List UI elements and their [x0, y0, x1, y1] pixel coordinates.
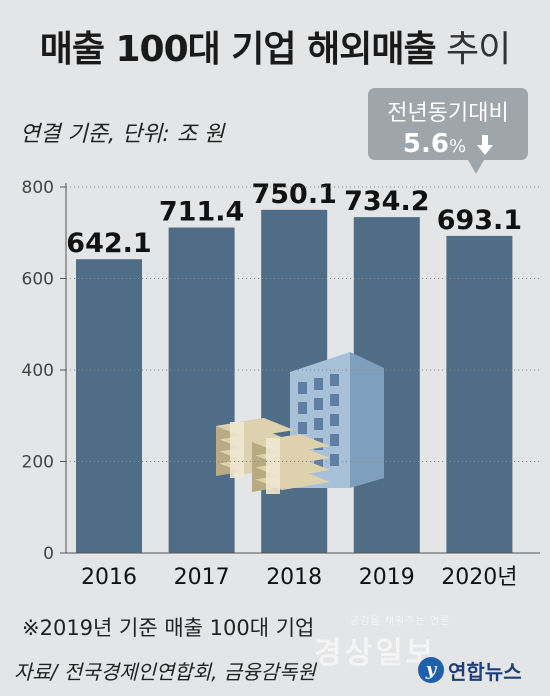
x-tick-label: 2018	[266, 565, 322, 590]
watermark-name: 경상일보	[314, 636, 437, 671]
bar-2016	[76, 259, 142, 553]
x-tick-label: 2020년	[441, 565, 517, 590]
building-window	[298, 422, 307, 434]
y-tick-label: 0	[43, 544, 54, 564]
callout-unit: %	[448, 136, 467, 157]
building-window	[314, 398, 323, 410]
building-window	[314, 378, 323, 390]
money-band	[266, 438, 280, 494]
bar-value-label: 693.1	[437, 205, 522, 236]
building-window	[298, 382, 307, 394]
title-light: 추이	[446, 29, 511, 70]
change-callout: 전년동기대비 5.6%	[368, 88, 528, 174]
callout-label: 전년동기대비	[387, 101, 509, 126]
chart-subtitle: 연결 기준, 단위: 조 원	[20, 122, 225, 147]
source-text: 자료/ 전국경제인연합회, 금융감독원	[14, 660, 316, 684]
building-window	[330, 414, 339, 426]
bar-2020년	[446, 235, 513, 554]
x-tick-label: 2016	[81, 565, 137, 590]
down-arrow-icon	[477, 134, 494, 155]
watermark-tagline: 공감을 채워주는 언론	[350, 616, 451, 627]
building-window	[298, 402, 307, 414]
y-tick-label: 800	[22, 178, 54, 198]
y-tick-label: 400	[22, 361, 54, 381]
building-window	[330, 454, 339, 466]
logo-mark-icon: y	[418, 657, 444, 683]
bar-value-label: 711.4	[159, 197, 244, 228]
building-window	[314, 418, 323, 430]
chart-title: 매출 100대 기업 해외매출 추이	[0, 20, 550, 72]
y-tick-label: 200	[22, 453, 54, 473]
callout-value: 5.6	[402, 129, 449, 159]
money-stack-right	[252, 434, 330, 494]
bar-value-label: 750.1	[251, 179, 336, 210]
logo-text: 연합뉴스	[448, 659, 522, 684]
bar-value-label: 642.1	[66, 228, 151, 259]
yonhap-logo: y 연합뉴스	[418, 654, 522, 686]
callout-value-line: 5.6%	[368, 129, 528, 159]
x-tick-label: 2017	[174, 565, 230, 590]
x-tick-label: 2019	[359, 565, 415, 590]
building-window	[330, 374, 339, 386]
building-window	[314, 458, 323, 470]
bar-2017	[168, 227, 235, 554]
money-band	[230, 422, 244, 478]
title-main: 매출 100대 기업 해외매출	[39, 29, 437, 70]
building-money-illustration	[216, 352, 384, 494]
y-tick-label: 600	[22, 270, 54, 290]
bar-chart: 642.1 2016 711.4 2017 750.1 2018 734.2 2019 693.…	[22, 178, 540, 590]
building-window	[330, 434, 339, 446]
bar-value-label: 734.2	[344, 186, 429, 217]
building-side	[350, 352, 384, 488]
building-window	[330, 394, 339, 406]
footnote: ※2019년 기준 매출 100대 기업	[22, 616, 315, 640]
